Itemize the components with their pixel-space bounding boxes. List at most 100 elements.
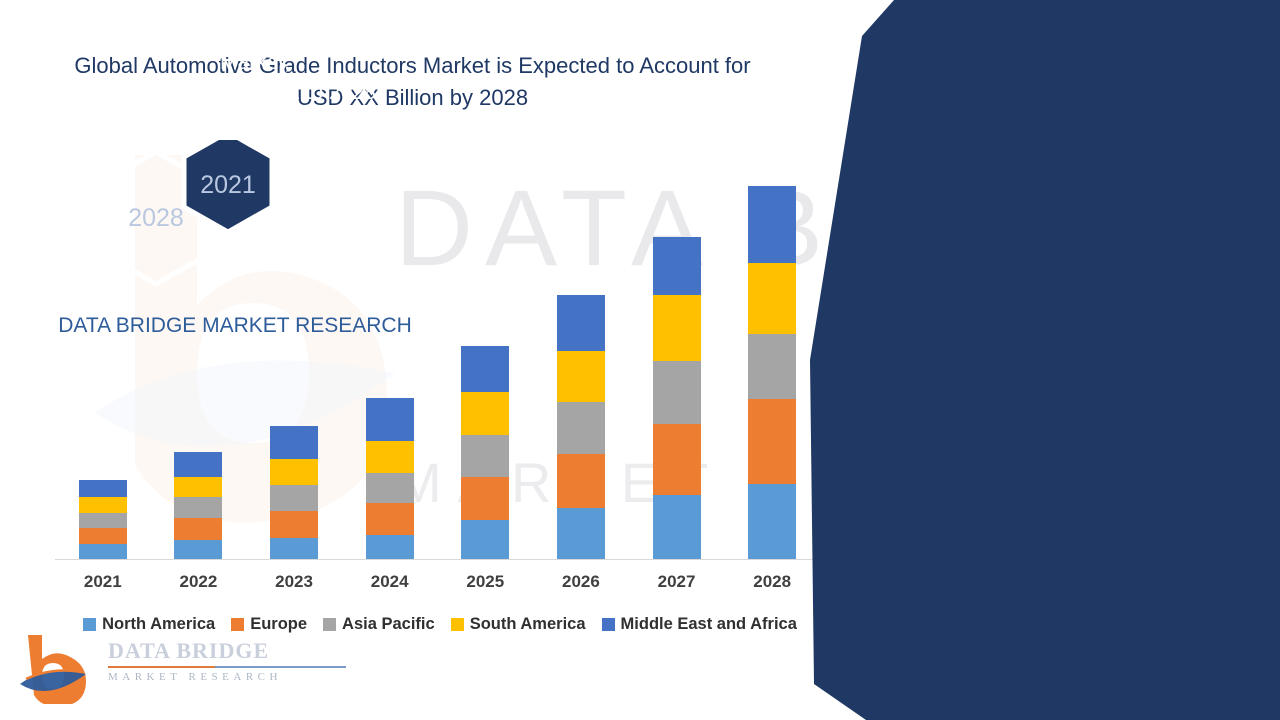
stacked-bar[interactable]	[652, 236, 701, 559]
branding-panel-title-line: By Regions, 2021 to 2028	[134, 81, 376, 104]
bar-segment[interactable]	[461, 519, 510, 559]
bar-segment[interactable]	[652, 236, 701, 296]
bar-segment[interactable]	[270, 484, 319, 512]
x-axis-tick-2021: 2021	[83, 572, 122, 591]
bar-segment[interactable]	[556, 295, 605, 352]
bar-segment[interactable]	[461, 392, 510, 436]
bar-segment[interactable]	[270, 511, 319, 539]
bar-slot	[629, 150, 725, 559]
stacked-bar-group	[55, 150, 820, 559]
hexagon-2028-shape	[95, 149, 217, 287]
bar-segment[interactable]	[652, 424, 701, 496]
bar-segment[interactable]	[365, 502, 414, 535]
hexagon-year-badges: 2028 2021	[20, 129, 460, 290]
bar-slot	[342, 150, 438, 559]
bar-segment[interactable]	[174, 452, 223, 477]
bar-segment[interactable]	[174, 476, 223, 498]
legend-label: Middle East and Africa	[620, 615, 797, 633]
bar-segment[interactable]	[556, 401, 605, 455]
stacked-bar[interactable]	[748, 186, 797, 559]
x-axis-tick-2025: 2025	[466, 572, 505, 591]
stacked-bar[interactable]	[78, 479, 127, 559]
x-axis-tick-2024: 2024	[370, 572, 409, 591]
legend-label: Asia Pacific	[342, 615, 435, 633]
bar-segment[interactable]	[174, 540, 223, 559]
stacked-bar[interactable]	[174, 452, 223, 559]
bar-segment[interactable]	[748, 334, 797, 399]
bar-slot	[724, 150, 820, 559]
bar-segment[interactable]	[748, 263, 797, 335]
bar-segment[interactable]	[365, 398, 414, 442]
bar-segment[interactable]	[748, 398, 797, 485]
bar-segment[interactable]	[556, 508, 605, 559]
stacked-bar[interactable]	[365, 398, 414, 559]
bar-segment[interactable]	[365, 441, 414, 473]
legend-item[interactable]: Europe	[231, 615, 307, 634]
bar-segment[interactable]	[78, 544, 127, 559]
bar-slot	[151, 150, 247, 559]
stacked-bar[interactable]	[556, 295, 605, 559]
legend-label: Europe	[250, 615, 308, 633]
stacked-bar[interactable]	[461, 345, 510, 559]
legend-swatch-icon	[231, 618, 245, 631]
x-axis-tick-labels: 2021 2022 2023 2024 2025 2026 2027 2028	[55, 572, 820, 592]
bar-segment[interactable]	[748, 484, 797, 559]
x-axis-line	[55, 559, 820, 560]
bar-segment[interactable]	[365, 472, 414, 503]
bar-slot	[533, 150, 629, 559]
bar-segment[interactable]	[78, 496, 127, 513]
bar-slot	[438, 150, 534, 559]
legend-item[interactable]: North America	[83, 615, 215, 634]
chart-title: Global Automotive Grade Inductors Market…	[74, 53, 751, 110]
branding-panel	[810, 0, 1280, 720]
bar-segment[interactable]	[78, 479, 127, 497]
legend-swatch-icon	[323, 618, 337, 631]
bar-segment[interactable]	[461, 345, 510, 393]
bar-segment[interactable]	[652, 360, 701, 425]
bar-segment[interactable]	[78, 527, 127, 545]
x-axis-tick-2027: 2027	[657, 572, 696, 591]
stacked-bar[interactable]	[270, 425, 319, 559]
chart-plot-area	[55, 150, 820, 560]
x-axis-tick-2022: 2022	[179, 572, 218, 591]
legend-swatch-icon	[450, 618, 464, 631]
bar-segment[interactable]	[556, 454, 605, 509]
hexagon-2028-label: 2028	[128, 204, 184, 232]
x-axis-tick-2023: 2023	[275, 572, 313, 591]
company-logo-divider	[108, 666, 346, 668]
company-logo-sub-text: MARKET RESEARCH	[108, 671, 282, 683]
legend-label: North America	[102, 615, 216, 633]
chart-panel: DATA BRIDGE MARKET RESEARCH Global Autom…	[55, 53, 1226, 634]
bar-segment[interactable]	[556, 351, 605, 402]
bar-segment[interactable]	[652, 295, 701, 361]
legend-item[interactable]: Middle East and Africa	[601, 615, 797, 634]
bar-segment[interactable]	[174, 517, 223, 541]
bar-slot	[55, 150, 151, 559]
bar-segment[interactable]	[174, 497, 223, 518]
company-logo: DATA BRIDGE MARKET RESEARCH	[20, 632, 440, 704]
bar-segment[interactable]	[748, 186, 797, 264]
bar-segment[interactable]	[652, 495, 701, 559]
legend-label: South America	[469, 615, 586, 633]
brand-name-text: DATA BRIDGE MARKET RESEARCH	[58, 314, 412, 337]
legend-item[interactable]: South America	[450, 615, 586, 634]
bar-segment[interactable]	[461, 476, 510, 520]
bar-segment[interactable]	[461, 435, 510, 477]
company-logo-main-text: DATA BRIDGE	[108, 638, 270, 663]
bar-segment[interactable]	[270, 458, 319, 485]
x-axis-tick-2028: 2028	[753, 572, 792, 591]
legend-swatch-icon	[601, 618, 615, 631]
bar-segment[interactable]	[270, 425, 319, 459]
hexagon-2021-label: 2021	[200, 171, 256, 199]
x-axis-tick-2026: 2026	[562, 572, 600, 591]
background-watermark-logo	[95, 155, 395, 523]
branding-panel-title-line: Global Automotive Grade Inductors Market…	[91, 21, 419, 74]
bar-segment[interactable]	[270, 538, 319, 559]
company-logo-mark-icon	[20, 635, 86, 704]
company-logo-wordmark: DATA BRIDGE MARKET RESEARCH	[108, 638, 348, 683]
bar-segment[interactable]	[365, 534, 414, 559]
bar-slot	[246, 150, 342, 559]
legend-item[interactable]: Asia Pacific	[323, 615, 435, 634]
bar-segment[interactable]	[78, 512, 127, 528]
